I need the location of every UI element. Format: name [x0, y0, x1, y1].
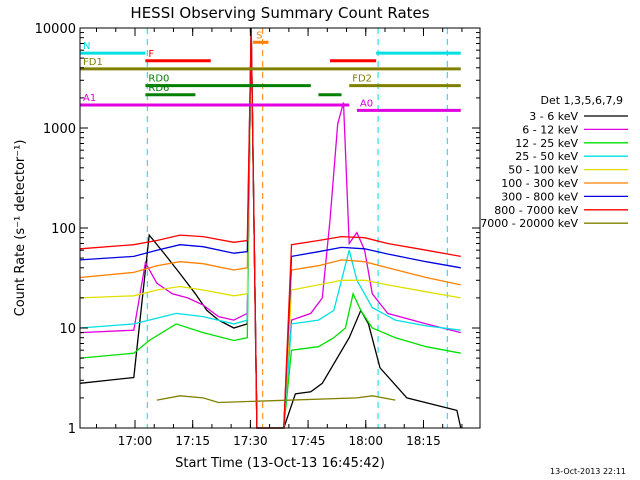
state-label-a1: A1 — [83, 93, 96, 104]
state-label-fd2: FD2 — [352, 74, 372, 85]
y-tick-label-4: 10000 — [35, 22, 76, 37]
state-label-rd6: RD6 — [148, 83, 169, 94]
legend-label-3: 25 - 50 keV — [515, 150, 578, 163]
axes: 17:00 17:15 17:30 17:45 18:00 18:15 1 10 100 1000… — [35, 22, 481, 448]
plot-frame — [79, 27, 481, 429]
footer-timestamp: 13-Oct-2013 22:11 — [550, 467, 626, 476]
state-label-fd1: FD1 — [83, 57, 103, 68]
legend-label-4: 50 - 100 keV — [508, 164, 578, 177]
legend-label-8: 7000 - 20000 keV — [480, 217, 578, 230]
state-label-a0: A0 — [360, 98, 373, 109]
legend-label-2: 12 - 25 keV — [515, 137, 578, 150]
y-tick-label-1: 10 — [59, 322, 76, 337]
legend-label-7: 800 - 7000 keV — [494, 204, 578, 217]
state-label-s: S — [256, 30, 262, 41]
series-line-5 — [79, 27, 461, 429]
legend-label-1: 6 - 12 keV — [522, 123, 578, 136]
x-tick-label-3: 17:45 — [291, 434, 326, 448]
state-label-n: N — [83, 41, 90, 52]
x-tick-label-2: 17:30 — [233, 434, 268, 448]
legend-title: Det 1,3,5,6,7,9 — [540, 94, 623, 107]
state-label-f: F — [148, 49, 154, 60]
series-line-2 — [79, 27, 461, 429]
series-line-8 — [156, 395, 396, 404]
x-axis-label: Start Time (13-Oct-13 16:45:42) — [175, 456, 385, 471]
x-tick-label-4: 18:00 — [348, 434, 383, 448]
data-series — [79, 27, 462, 429]
series-line-7 — [79, 27, 461, 429]
y-tick-label-2: 100 — [51, 222, 76, 237]
x-tick-label-5: 18:15 — [406, 434, 441, 448]
y-axis-label: Count Rate (s⁻¹ detector⁻¹) — [13, 140, 28, 317]
series-line-0 — [79, 27, 462, 429]
y-tick-label-3: 1000 — [43, 122, 76, 137]
series-line-1 — [79, 27, 461, 429]
series-line-4 — [79, 27, 461, 429]
state-label-rd0: RD0 — [148, 74, 169, 85]
legend-label-5: 100 - 300 keV — [501, 177, 578, 190]
series-line-3 — [79, 27, 461, 429]
x-tick-label-1: 17:15 — [175, 434, 210, 448]
x-tick-label-0: 17:00 — [118, 434, 153, 448]
legend-label-6: 300 - 800 keV — [501, 190, 578, 203]
y-tick-label-0: 1 — [68, 422, 76, 437]
legend-label-0: 3 - 6 keV — [529, 110, 578, 123]
chart-title: HESSI Observing Summary Count Rates — [130, 4, 429, 22]
series-line-6 — [79, 27, 461, 429]
